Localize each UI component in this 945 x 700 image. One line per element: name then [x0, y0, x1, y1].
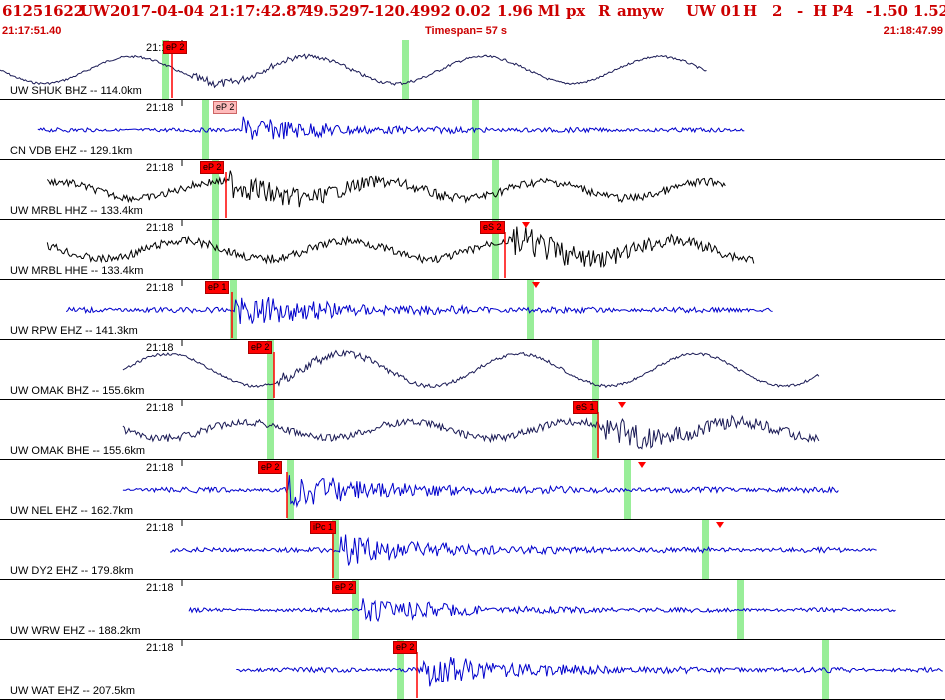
phase-window-marker [624, 460, 631, 519]
station-channel-label: UW MRBL HHZ -- 133.4km [10, 205, 143, 217]
timespan: Timespan= 57 s [425, 25, 508, 37]
time-tick-label: 21:18 [146, 162, 174, 174]
amplitude-pick-marker-icon[interactable] [716, 522, 724, 528]
event-latitude: 49.5297 [303, 2, 370, 20]
station-channel-label: UW NEL EHZ -- 162.7km [10, 505, 134, 517]
phase-window-marker [212, 160, 219, 219]
phase-window-marker [492, 220, 499, 279]
phase-window-marker [492, 160, 499, 219]
phase-pick-label[interactable]: eP 2 [393, 641, 418, 654]
station-channel-label: UW WAT EHZ -- 207.5km [10, 685, 136, 697]
event-depth: 0.02 [455, 2, 491, 20]
phase-window-marker [267, 340, 274, 399]
phase-window-marker [592, 340, 599, 399]
phase-pick-label[interactable]: eP 2 [213, 101, 238, 114]
event-longitude: -120.4992 [368, 2, 451, 20]
waveform-canvas[interactable] [0, 40, 945, 700]
event-header: 61251622 UW 2017-04-04 21:17:42.87 49.52… [0, 0, 945, 40]
station-channel-label: CN VDB EHZ -- 129.1km [10, 145, 133, 157]
phase-window-marker [267, 400, 274, 459]
phase-window-marker [162, 40, 169, 99]
seismogram-panel[interactable]: 21:18 eP 2 UW SHUK BHZ -- 114.0km 21:18 eP 2… [0, 40, 945, 700]
start-time: 21:17:51.40 [2, 25, 62, 37]
time-tick-label: 21:18 [146, 402, 174, 414]
amplitude-pick-marker-icon[interactable] [532, 282, 540, 288]
event-id: 61251622 [2, 2, 84, 20]
station-channel-label: UW MRBL HHE -- 133.4km [10, 265, 144, 277]
event-type: px [566, 2, 586, 20]
value-two: 1.52 [913, 2, 945, 20]
dash-separator: - [797, 2, 804, 20]
station-channel-label: UW OMAK BHZ -- 155.6km [10, 385, 145, 397]
seismic-waveform[interactable] [37, 116, 745, 140]
seismic-waveform[interactable] [122, 414, 820, 450]
phase-pick-label[interactable]: eP 2 [200, 161, 225, 174]
amplitude-pick-marker-icon[interactable] [618, 402, 626, 408]
phase-pick-label[interactable]: eS 1 [573, 401, 598, 414]
phase-window-marker [332, 520, 339, 579]
phase-window-marker [202, 100, 209, 159]
time-tick-label: 21:18 [146, 102, 174, 114]
time-tick-label: 21:18 [146, 342, 174, 354]
hp-flag: H P4 [813, 2, 854, 20]
phase-pick-label[interactable]: eS 2 [480, 221, 505, 234]
time-tick-label: 21:18 [146, 582, 174, 594]
station-channel-label: UW RPW EHZ -- 141.3km [10, 325, 138, 337]
author: amyw [617, 2, 664, 20]
phase-window-marker [737, 580, 744, 639]
seismic-waveform[interactable] [0, 53, 707, 89]
time-tick-label: 21:18 [146, 462, 174, 474]
seismic-waveform[interactable] [122, 475, 839, 508]
phase-pick-label[interactable]: eP 2 [332, 581, 357, 594]
phase-window-marker [527, 280, 534, 339]
phase-pick-label[interactable]: iPc 1 [310, 521, 337, 534]
phase-window-marker [230, 280, 237, 339]
amplitude-pick-marker-icon[interactable] [522, 222, 530, 228]
seismic-waveform[interactable] [46, 170, 726, 208]
station-channel-label: UW SHUK BHZ -- 114.0km [10, 85, 142, 97]
event-magnitude: 1.96 Ml [497, 2, 560, 20]
time-tick-label: 21:18 [146, 642, 174, 654]
event-network: UW [80, 2, 110, 20]
seismic-waveform[interactable] [170, 534, 877, 566]
station-channel-label: UW DY2 EHZ -- 179.8km [10, 565, 134, 577]
station-channel-label: UW OMAK BHE -- 155.6km [10, 445, 146, 457]
time-tick-label: 21:18 [146, 222, 174, 234]
seismic-waveform[interactable] [188, 598, 896, 623]
seismic-waveform[interactable] [46, 226, 755, 268]
event-summary-line: 61251622 UW 2017-04-04 21:17:42.87 49.52… [0, 2, 945, 24]
seismic-waveform[interactable] [122, 349, 820, 389]
time-tick-label: 21:18 [146, 522, 174, 534]
seismic-waveform[interactable] [65, 297, 773, 325]
value-one: -1.50 [866, 2, 908, 20]
seismic-waveform[interactable] [236, 657, 943, 687]
phase-window-marker [592, 400, 599, 459]
origin-time: 2017-04-04 21:17:42.87 [110, 2, 307, 20]
station-channel-label: UW WRW EHZ -- 188.2km [10, 625, 141, 637]
phase-window-marker [352, 580, 359, 639]
end-time: 21:18:47.99 [883, 25, 943, 37]
time-tick-label: 21:18 [146, 282, 174, 294]
review-flag: R [598, 2, 611, 20]
phase-pick-label[interactable]: eP 2 [248, 341, 273, 354]
phase-window-marker [402, 40, 409, 99]
phase-pick-label[interactable]: eP 2 [163, 41, 188, 54]
phase-pick-label[interactable]: eP 1 [205, 281, 230, 294]
amplitude-pick-marker-icon[interactable] [638, 462, 646, 468]
source: UW 01 [686, 2, 742, 20]
phase-pick-label[interactable]: eP 2 [258, 461, 283, 474]
phase-count: 2 [772, 2, 783, 20]
quality: H [743, 2, 757, 20]
